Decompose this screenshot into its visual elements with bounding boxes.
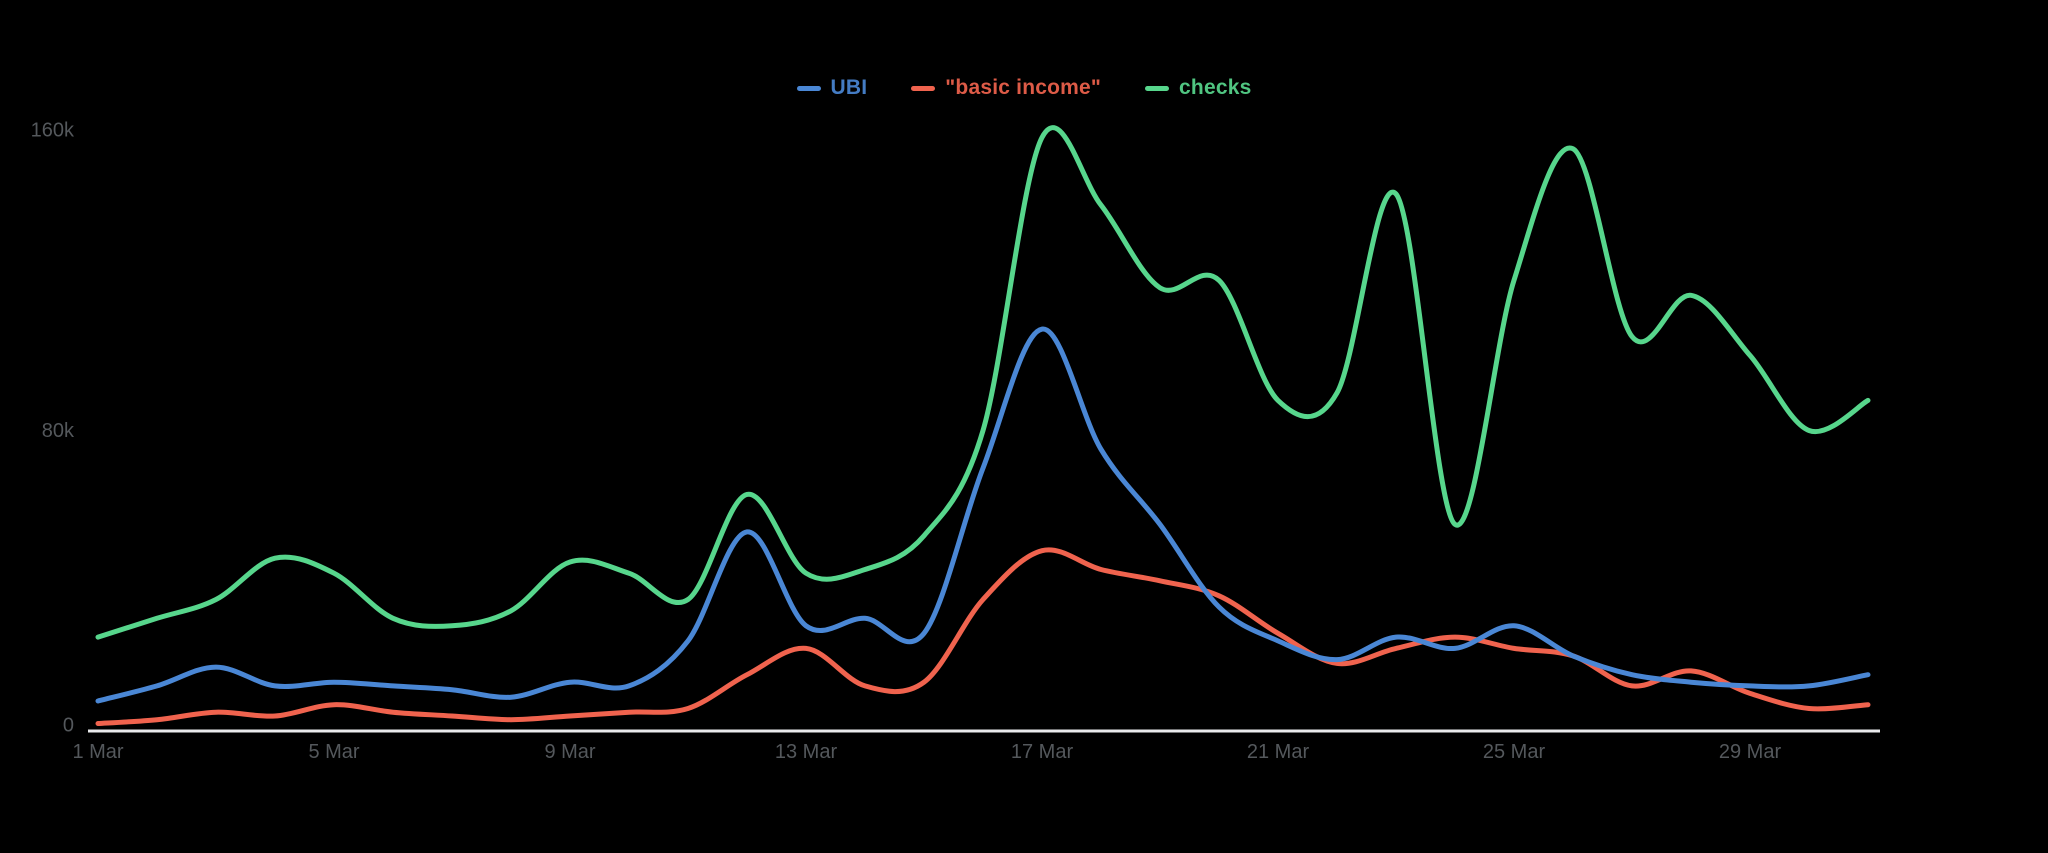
legend-item-ubi[interactable]: UBI <box>796 76 868 100</box>
series-line-1 <box>95 547 1871 726</box>
chart-legend: UBI "basic income" checks <box>0 76 2048 100</box>
legend-item-checks[interactable]: checks <box>1145 76 1251 100</box>
x-tick-label: 17 Mar <box>1011 741 1074 763</box>
y-tick-label: 80k <box>42 420 75 442</box>
x-tick-label: 29 Mar <box>1719 741 1782 763</box>
legend-label-checks: checks <box>1179 76 1252 99</box>
x-tick-label: 13 Mar <box>775 741 838 763</box>
x-tick-label: 9 Mar <box>544 741 595 763</box>
legend-label-basic-income: "basic income" <box>945 76 1102 99</box>
legend-swatch-basic-income <box>911 85 936 91</box>
legend-swatch-checks <box>1145 85 1170 91</box>
x-tick-label: 5 Mar <box>308 741 359 763</box>
y-tick-label: 0 <box>63 714 74 736</box>
y-tick-label: 160k <box>31 119 75 141</box>
legend-item-basic-income[interactable]: "basic income" <box>911 76 1101 100</box>
series-line-0 <box>95 326 1871 704</box>
x-tick-label: 1 Mar <box>72 741 123 763</box>
legend-label-ubi: UBI <box>830 76 868 99</box>
x-tick-label: 25 Mar <box>1483 741 1546 763</box>
x-tick-label: 21 Mar <box>1247 741 1310 763</box>
series-line-2 <box>95 125 1871 640</box>
legend-swatch-ubi <box>796 85 821 91</box>
